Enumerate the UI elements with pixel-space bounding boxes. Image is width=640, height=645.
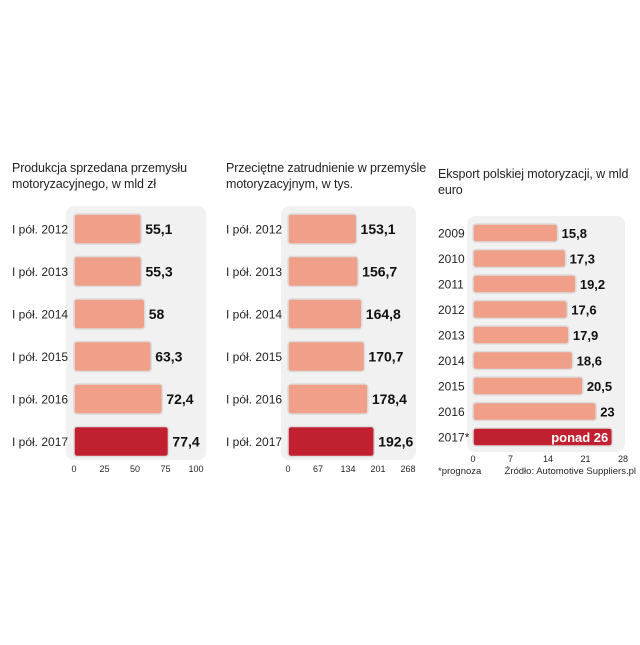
category-label: I pół. 2016 <box>226 393 282 407</box>
tick-label: 268 <box>400 464 415 474</box>
chart-3: Eksport polskiej motoryzacji, w mld euro 2… <box>438 167 636 477</box>
category-label: I pół. 2017 <box>226 435 282 449</box>
tick-label: 21 <box>580 454 590 464</box>
value-label: 156,7 <box>362 264 397 280</box>
chart-title-line: Przeciętne zatrudnienie w przemyśle <box>226 161 426 175</box>
value-label: 178,4 <box>372 391 407 407</box>
bar <box>472 401 597 422</box>
value-label: 58 <box>149 306 165 322</box>
bar <box>472 299 569 320</box>
tick-label: 134 <box>340 464 355 474</box>
category-label: I pół. 2016 <box>12 393 68 407</box>
category-label: I pół. 2012 <box>226 223 282 237</box>
bar <box>73 255 143 288</box>
value-label: 17,6 <box>571 303 596 318</box>
chart-title-line: Produkcja sprzedana przemysłu <box>12 161 187 175</box>
value-label: 19,2 <box>580 277 605 292</box>
tick-label: 50 <box>130 464 140 474</box>
tick-label: 0 <box>71 464 76 474</box>
value-label: 63,3 <box>155 349 182 365</box>
value-label: ponad 26 <box>551 430 608 445</box>
category-label: 2011 <box>438 278 464 292</box>
value-label: 153,1 <box>361 221 396 237</box>
category-label: I pół. 2015 <box>12 350 68 364</box>
chart-title-line: Eksport polskiej motoryzacji, w mld <box>438 167 628 181</box>
value-label: 77,4 <box>172 434 199 450</box>
tick-label: 7 <box>508 454 513 464</box>
value-label: 23 <box>600 405 614 420</box>
category-label: I pół. 2013 <box>12 265 68 279</box>
value-label: 164,8 <box>366 306 401 322</box>
bar <box>472 325 570 345</box>
value-label: 17,9 <box>573 328 598 343</box>
chart-title-line: motoryzacyjnego, w mld zł <box>12 177 156 191</box>
category-label: I pół. 2017 <box>12 435 68 449</box>
bar <box>472 223 559 243</box>
bar-highlight <box>287 425 375 458</box>
category-label: I pół. 2013 <box>226 265 282 279</box>
chart-1: Produkcja sprzedana przemysłu motoryzacyj… <box>12 161 206 474</box>
category-label: 2015 <box>438 380 465 394</box>
bar <box>287 298 363 330</box>
value-label: 18,6 <box>577 354 602 369</box>
category-label: I pół. 2014 <box>12 308 68 322</box>
footnote: *prognoza <box>438 466 482 477</box>
tick-label: 75 <box>160 464 170 474</box>
bar <box>73 340 152 373</box>
category-label: 2017* <box>438 431 470 445</box>
chart-2: Przeciętne zatrudnienie w przemyśle motor… <box>226 161 426 474</box>
bar-highlight <box>73 425 170 458</box>
value-label: 55,1 <box>145 221 172 237</box>
value-label: 17,3 <box>570 252 595 267</box>
value-label: 192,6 <box>378 434 413 450</box>
tick-label: 25 <box>99 464 109 474</box>
category-label: 2014 <box>438 354 465 368</box>
value-label: 20,5 <box>587 379 612 394</box>
bar <box>287 255 359 288</box>
bar-highlight <box>472 427 614 447</box>
chart-title-line: motoryzacyjnym, w tys. <box>226 177 353 191</box>
category-label: 2012 <box>438 303 465 317</box>
category-label: 2009 <box>438 227 465 241</box>
value-label: 170,7 <box>368 349 403 365</box>
bar <box>472 274 577 294</box>
bar <box>287 213 358 245</box>
tick-label: 67 <box>313 464 323 474</box>
tick-label: 201 <box>370 464 385 474</box>
tick-label: 14 <box>543 454 553 464</box>
bar <box>73 213 142 245</box>
bar <box>472 248 567 269</box>
bar <box>287 340 366 373</box>
value-label: 55,3 <box>145 264 172 280</box>
chart-title-line: euro <box>438 183 463 197</box>
bar <box>287 383 369 415</box>
value-label: 15,8 <box>562 226 587 241</box>
source-note: Źródło: Automotive Suppliers.pl <box>505 466 636 477</box>
category-label: 2013 <box>438 329 465 343</box>
bar <box>472 350 574 371</box>
category-label: I pół. 2012 <box>12 223 68 237</box>
tick-label: 100 <box>188 464 203 474</box>
category-label: 2010 <box>438 252 465 266</box>
category-label: I pół. 2014 <box>226 308 282 322</box>
category-label: 2016 <box>438 405 465 419</box>
bar <box>73 298 146 330</box>
tick-label: 0 <box>470 454 475 464</box>
tick-label: 0 <box>285 464 290 474</box>
tick-label: 28 <box>618 454 628 464</box>
value-label: 72,4 <box>166 391 193 407</box>
category-label: I pół. 2015 <box>226 350 282 364</box>
bar <box>472 376 584 396</box>
bar <box>73 383 164 415</box>
